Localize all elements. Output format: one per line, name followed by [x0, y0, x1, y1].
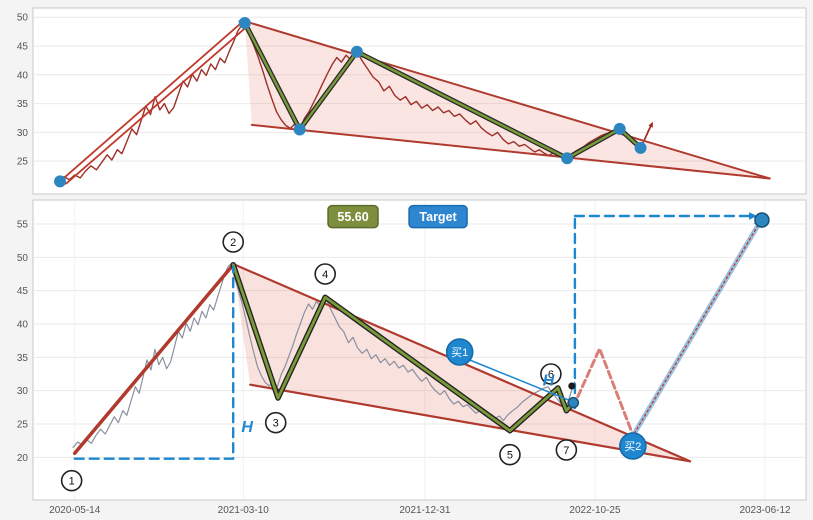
target-box: Target [408, 204, 468, 229]
svg-text:H: H [241, 419, 253, 436]
svg-text:1: 1 [69, 476, 75, 488]
wedge-lower-line [250, 123, 771, 180]
x-tick-label: 2023-06-12 [739, 505, 791, 516]
svg-text:6: 6 [548, 369, 554, 381]
y-tick-label: 40 [17, 320, 29, 331]
projection-horizontal-dashed [573, 212, 758, 220]
y-tick-label: 30 [17, 386, 29, 397]
svg-text:2: 2 [230, 237, 236, 249]
svg-text:4: 4 [322, 269, 328, 281]
rise-trend-line [72, 262, 235, 456]
pullback-zigzag [571, 347, 635, 437]
target-projection-dotted [633, 222, 761, 434]
wedge-upper-line [243, 20, 771, 180]
height-measure-dashed [73, 265, 235, 460]
x-tick-label: 2021-03-10 [218, 505, 270, 516]
rise-trend-line-2 [65, 25, 249, 185]
y-tick-label: 50 [17, 13, 29, 24]
y-tick-label: 40 [17, 70, 29, 81]
zigzag-line [231, 263, 575, 433]
y-tick-label: 45 [17, 42, 29, 53]
svg-text:3: 3 [273, 418, 279, 430]
height-labels: HH [241, 372, 554, 436]
buy1-pointer-line [468, 359, 573, 403]
y-tick-label: 20 [17, 453, 29, 464]
arrowhead [648, 121, 653, 128]
svg-text:5: 5 [507, 450, 513, 462]
target-price-box: 55.60 [327, 204, 379, 229]
buy-badges: 买1 买2 [445, 338, 647, 460]
svg-text:H: H [543, 372, 555, 389]
svg-text:买1: 买1 [451, 346, 468, 359]
y-tick-label: 45 [17, 286, 29, 297]
x-tick-label: 2022-10-25 [569, 505, 621, 516]
svg-text:买2: 买2 [624, 440, 641, 453]
x-tick-label: 2021-12-31 [399, 505, 451, 516]
top-chart: 25 30 35 40 45 50 [17, 7, 807, 195]
y-tick-label: 25 [17, 420, 29, 431]
wave-number-badges: 1 2 3 4 5 6 7 [60, 231, 578, 492]
arrowhead [749, 212, 758, 220]
svg-text:Target: Target [419, 210, 457, 224]
y-tick-label: 55 [17, 220, 29, 231]
price-end-arrow [643, 121, 653, 141]
y-tick-label: 30 [17, 128, 29, 139]
breakout-dots [567, 212, 770, 409]
wedge-lower-line [249, 383, 692, 463]
svg-text:55.60: 55.60 [337, 210, 368, 224]
y-tick-label: 50 [17, 253, 29, 264]
y-tick-label: 35 [17, 353, 29, 364]
y-tick-label: 35 [17, 99, 29, 110]
y-tick-label: 25 [17, 157, 29, 168]
x-tick-label: 2020-05-14 [49, 505, 101, 516]
pivot-dots [54, 16, 647, 188]
svg-text:7: 7 [563, 445, 569, 457]
